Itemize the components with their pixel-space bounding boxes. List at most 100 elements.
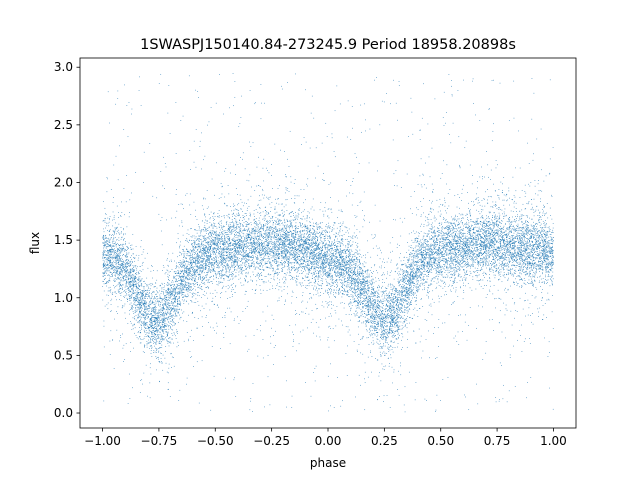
data-point bbox=[513, 272, 515, 274]
data-point bbox=[500, 246, 502, 248]
data-point bbox=[279, 220, 281, 222]
data-point bbox=[383, 274, 385, 276]
data-point bbox=[118, 262, 120, 264]
data-point bbox=[417, 245, 419, 247]
data-point bbox=[457, 331, 459, 333]
data-point bbox=[292, 256, 293, 258]
data-point bbox=[442, 243, 444, 245]
data-point bbox=[195, 264, 197, 266]
data-point bbox=[363, 279, 364, 281]
data-point bbox=[430, 254, 431, 255]
data-point bbox=[178, 271, 180, 273]
data-point bbox=[242, 217, 244, 219]
data-point bbox=[227, 243, 229, 245]
data-point bbox=[444, 239, 446, 241]
data-point bbox=[138, 298, 139, 300]
data-point bbox=[367, 376, 369, 378]
data-point bbox=[127, 287, 129, 289]
data-point bbox=[407, 273, 409, 275]
data-point bbox=[322, 257, 324, 258]
data-point bbox=[457, 236, 458, 238]
data-point bbox=[332, 261, 334, 263]
data-point bbox=[273, 268, 274, 270]
data-point bbox=[216, 234, 218, 236]
data-point bbox=[370, 267, 372, 269]
data-point bbox=[407, 267, 409, 269]
data-point bbox=[191, 259, 193, 261]
data-point bbox=[509, 270, 511, 271]
data-point bbox=[263, 226, 264, 228]
data-point bbox=[268, 213, 270, 215]
data-point bbox=[543, 253, 545, 255]
data-point bbox=[483, 248, 484, 250]
data-point bbox=[365, 323, 366, 325]
data-point bbox=[538, 264, 540, 266]
data-point bbox=[335, 275, 337, 277]
data-point bbox=[354, 300, 356, 302]
data-point bbox=[277, 273, 279, 275]
data-point bbox=[154, 315, 156, 317]
data-point bbox=[203, 228, 204, 230]
data-point bbox=[342, 293, 343, 295]
data-point bbox=[449, 250, 451, 251]
data-point bbox=[527, 224, 528, 226]
data-point bbox=[185, 282, 187, 284]
data-point bbox=[472, 248, 473, 249]
data-point bbox=[296, 250, 298, 252]
data-point bbox=[266, 231, 268, 233]
data-point bbox=[465, 237, 467, 238]
data-point bbox=[459, 264, 461, 265]
data-point bbox=[477, 250, 479, 252]
data-point bbox=[540, 252, 541, 254]
data-point bbox=[426, 218, 428, 220]
data-point bbox=[240, 240, 242, 242]
data-point bbox=[532, 227, 534, 229]
data-point bbox=[410, 281, 411, 283]
data-point bbox=[103, 261, 105, 263]
data-point bbox=[386, 288, 388, 289]
data-point bbox=[274, 143, 276, 145]
data-point bbox=[125, 317, 126, 319]
data-point bbox=[244, 244, 245, 246]
data-point bbox=[336, 279, 338, 280]
data-point bbox=[258, 239, 260, 241]
data-point bbox=[229, 238, 231, 240]
data-point bbox=[520, 257, 522, 259]
data-point bbox=[294, 198, 296, 199]
data-point bbox=[133, 290, 134, 291]
data-point bbox=[404, 309, 406, 311]
data-point bbox=[132, 265, 134, 266]
data-point bbox=[361, 338, 363, 340]
data-point bbox=[445, 251, 446, 253]
data-point bbox=[214, 231, 216, 232]
data-point bbox=[477, 403, 479, 405]
data-point bbox=[145, 322, 146, 324]
data-point bbox=[478, 280, 479, 282]
data-point bbox=[532, 257, 534, 259]
data-point bbox=[131, 280, 133, 282]
data-point bbox=[246, 226, 248, 228]
data-point bbox=[203, 248, 205, 250]
data-point bbox=[389, 407, 391, 408]
data-point bbox=[520, 214, 522, 216]
data-point bbox=[256, 243, 258, 245]
data-point bbox=[342, 263, 344, 265]
data-point bbox=[111, 245, 113, 247]
data-point bbox=[194, 280, 195, 282]
data-point bbox=[324, 210, 326, 212]
data-point bbox=[305, 246, 307, 248]
data-point bbox=[281, 251, 283, 252]
data-point bbox=[313, 226, 314, 227]
data-point bbox=[546, 231, 548, 232]
data-point bbox=[508, 219, 510, 221]
data-point bbox=[527, 272, 528, 274]
data-point bbox=[442, 251, 443, 253]
data-point bbox=[508, 247, 510, 249]
data-point bbox=[376, 323, 378, 325]
data-point bbox=[512, 247, 514, 248]
data-point bbox=[262, 254, 264, 256]
data-point bbox=[244, 216, 246, 217]
data-point bbox=[249, 252, 250, 254]
data-point bbox=[330, 293, 332, 295]
data-point bbox=[486, 257, 487, 259]
